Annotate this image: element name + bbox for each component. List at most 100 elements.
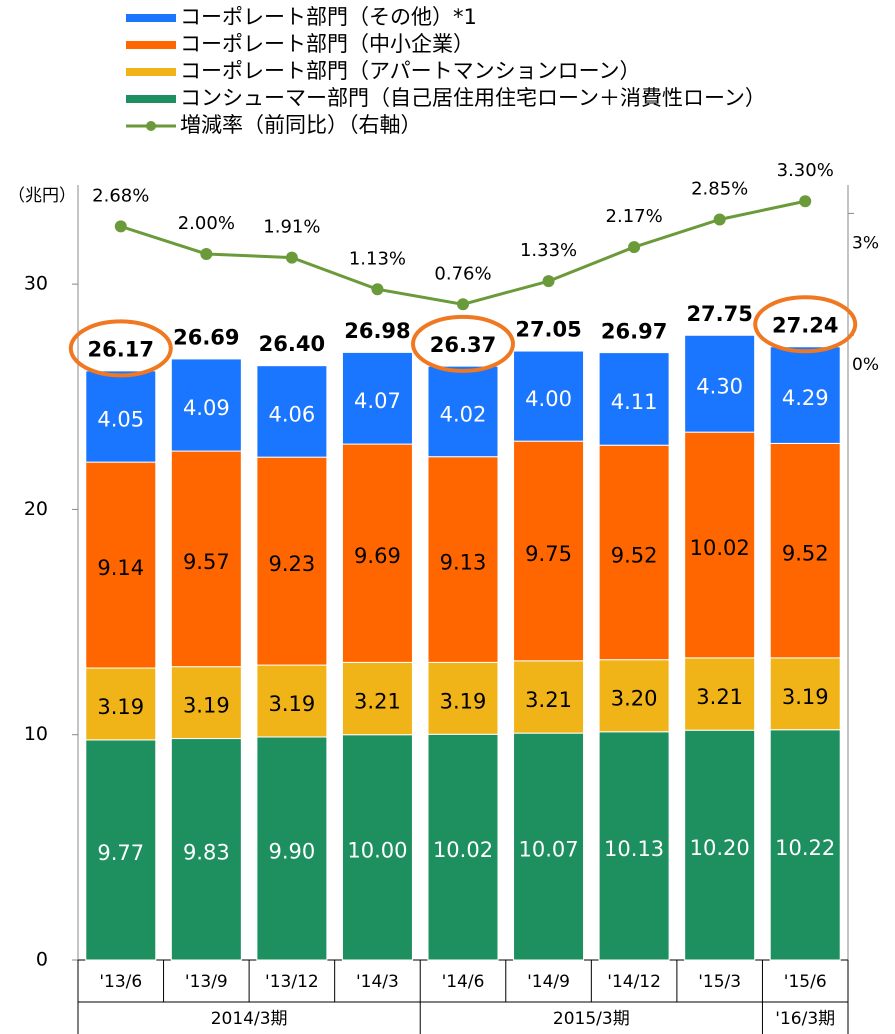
bar-segment [513, 660, 585, 734]
x-tick-label: '13/9 [185, 972, 228, 992]
legend-marker [146, 121, 156, 131]
legend-swatch [126, 41, 176, 49]
data-label: 3.19 [269, 692, 316, 716]
legend-label: 増減率（前同比）（右軸） [180, 113, 422, 137]
legend-swatch [126, 14, 176, 22]
bar-segment [170, 666, 242, 740]
data-label: 3.19 [97, 695, 144, 719]
bar-segment [598, 352, 670, 446]
data-label: 9.90 [269, 839, 316, 863]
x-tick-label: '14/9 [527, 972, 570, 992]
line-point [713, 213, 726, 226]
data-label: 9.23 [269, 552, 316, 576]
line-label: 2.17% [606, 206, 663, 227]
data-label: 10.22 [775, 836, 835, 860]
data-label: 9.52 [611, 543, 658, 567]
total-label: 27.24 [772, 313, 838, 337]
y-tick-label: 10 [24, 723, 48, 745]
line-label: 1.91% [263, 217, 320, 238]
line-point [114, 220, 127, 233]
bar-segment [256, 456, 328, 666]
legend-swatch [126, 68, 176, 76]
total-label: 26.97 [601, 319, 667, 343]
bar-segment [427, 661, 499, 735]
bar-segment [684, 334, 756, 433]
bar-segment [684, 729, 756, 961]
data-label: 4.05 [97, 407, 144, 431]
line-label: 2.00% [178, 213, 235, 234]
data-label: 3.21 [696, 685, 743, 709]
data-label: 3.21 [354, 690, 401, 714]
data-label: 3.19 [782, 685, 829, 709]
line-label: 1.13% [349, 248, 406, 269]
x-tick-label: '13/12 [265, 972, 319, 992]
line-point [371, 283, 384, 296]
bar-segment [85, 370, 157, 463]
data-label: 10.13 [604, 837, 664, 861]
line-point [285, 251, 298, 264]
data-label: 4.02 [440, 402, 487, 426]
bar-segment [85, 461, 157, 669]
legend-label: コーポレート部門（中小企業） [180, 32, 474, 56]
data-label: 3.19 [440, 689, 487, 713]
data-label: 9.57 [183, 550, 230, 574]
x-tick-label: '15/6 [784, 972, 827, 992]
bar-segment [598, 659, 670, 733]
data-label: 10.20 [690, 836, 750, 860]
data-label: 4.11 [611, 390, 658, 414]
data-label: 3.21 [525, 688, 572, 712]
y-tick-label: 0 [36, 949, 48, 971]
bar-segment [769, 346, 841, 444]
line-point [628, 241, 641, 254]
group-label: 2015/3期 [553, 1009, 630, 1029]
data-label: 3.20 [611, 687, 658, 711]
y2-tick-label: 3% [852, 233, 879, 253]
bar-segment [170, 450, 242, 668]
legend-label: コーポレート部門（その他）*1 [180, 5, 477, 29]
bar-segment [513, 350, 585, 442]
bar-segment [598, 444, 670, 661]
x-tick-label: '15/3 [698, 972, 741, 992]
data-label: 4.07 [354, 389, 401, 413]
bar-segment [427, 365, 499, 458]
bar-segment [769, 729, 841, 961]
bar-segment [341, 351, 413, 445]
data-label: 10.02 [690, 536, 750, 560]
bar-segment [427, 733, 499, 961]
data-label: 10.02 [433, 838, 493, 862]
bar-segment [85, 667, 157, 741]
data-label: 9.77 [97, 841, 144, 865]
data-label: 4.00 [525, 387, 572, 411]
line-point [799, 195, 812, 208]
x-tick-label: '13/6 [99, 972, 142, 992]
bar-segment [170, 738, 242, 961]
data-label: 4.06 [269, 402, 316, 426]
group-label: 2014/3期 [211, 1009, 288, 1029]
group-label: '16/3期 [775, 1009, 835, 1029]
total-label: 26.40 [259, 332, 325, 356]
data-label: 10.00 [347, 838, 407, 862]
legend-swatch [126, 95, 176, 103]
line-label: 0.76% [434, 263, 491, 284]
total-label: 27.75 [686, 302, 752, 326]
total-label: 26.69 [173, 326, 239, 350]
y2-tick-label: 0% [852, 355, 879, 375]
x-tick-label: '14/3 [356, 972, 399, 992]
data-label: 4.29 [782, 386, 829, 410]
bar-segment [256, 736, 328, 961]
line-label: 2.68% [92, 185, 149, 206]
bar-segment [341, 661, 413, 736]
bar-segment [684, 431, 756, 659]
bar-segment [684, 657, 756, 731]
line-point [457, 298, 469, 311]
highlight-oval [68, 319, 173, 378]
bar-segment [341, 734, 413, 961]
data-label: 4.30 [696, 375, 743, 399]
total-label: 26.17 [88, 337, 154, 361]
bar-segment [769, 657, 841, 731]
y-tick-label: 20 [24, 498, 48, 520]
line-label: 1.33% [520, 240, 577, 261]
line-label: 3.30% [777, 160, 834, 181]
